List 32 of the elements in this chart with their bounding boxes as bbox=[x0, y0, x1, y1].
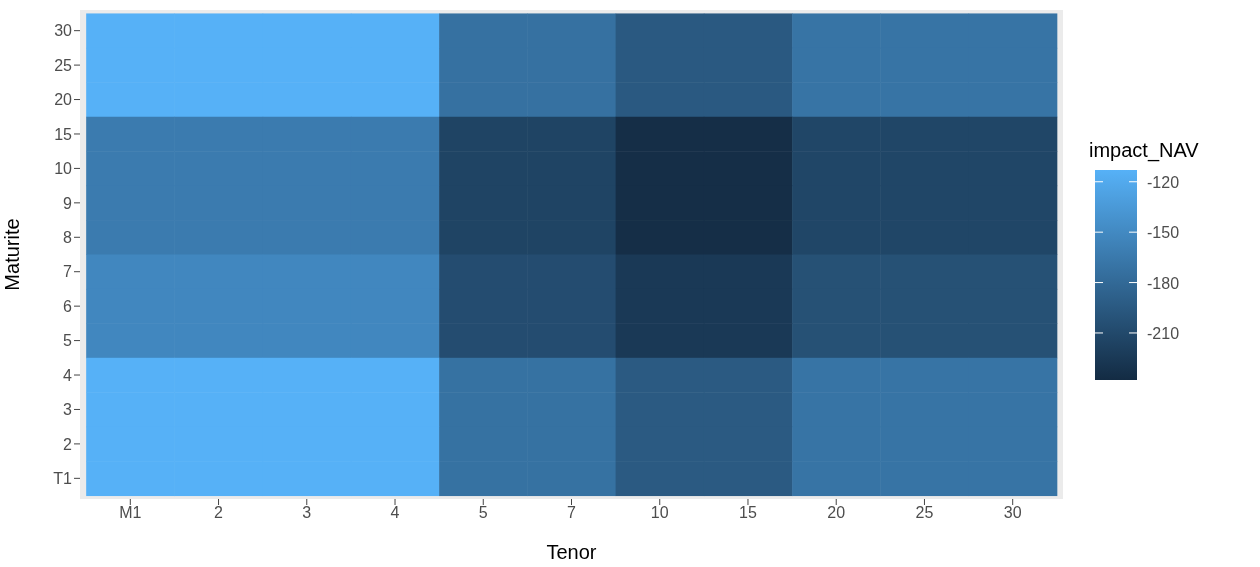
y-tick-label: 8 bbox=[63, 228, 73, 246]
x-tick-label: 30 bbox=[1003, 504, 1022, 522]
y-tick-label: 9 bbox=[63, 194, 73, 212]
x-tick-label: 3 bbox=[302, 504, 312, 522]
x-tick-label: M1 bbox=[119, 504, 142, 522]
y-tick-label: 5 bbox=[63, 332, 73, 350]
y-tick-label: 20 bbox=[54, 91, 73, 109]
color-bar-label: -120 bbox=[1147, 173, 1180, 191]
x-tick-label: 20 bbox=[827, 504, 846, 522]
y-tick-label: 4 bbox=[63, 366, 73, 384]
y-tick-label: 7 bbox=[63, 263, 73, 281]
y-tick-label: T1 bbox=[53, 470, 73, 488]
x-axis-title: Tenor bbox=[546, 541, 597, 563]
color-bar-label: -150 bbox=[1147, 224, 1180, 242]
x-tick-label: 7 bbox=[567, 504, 577, 522]
color-bar-label: -210 bbox=[1147, 324, 1180, 342]
legend-title: impact_NAV bbox=[1089, 139, 1200, 162]
x-tick-label: 15 bbox=[739, 504, 757, 522]
y-tick-label: 25 bbox=[54, 56, 73, 74]
y-tick-label: 30 bbox=[54, 22, 73, 40]
x-tick-label: 5 bbox=[478, 504, 488, 522]
x-tick-label: 4 bbox=[390, 504, 400, 522]
color-bar-label: -180 bbox=[1147, 274, 1180, 292]
x-tick-label: 10 bbox=[650, 504, 669, 522]
y-tick-label: 3 bbox=[63, 401, 73, 419]
y-tick-label: 2 bbox=[63, 435, 73, 453]
x-tick-label: 2 bbox=[214, 504, 224, 522]
x-tick-label: 25 bbox=[915, 504, 934, 522]
y-tick-label: 10 bbox=[54, 160, 73, 178]
y-tick-label: 6 bbox=[63, 297, 73, 315]
y-axis-title: Maturite bbox=[1, 218, 24, 291]
y-tick-label: 15 bbox=[54, 125, 73, 143]
